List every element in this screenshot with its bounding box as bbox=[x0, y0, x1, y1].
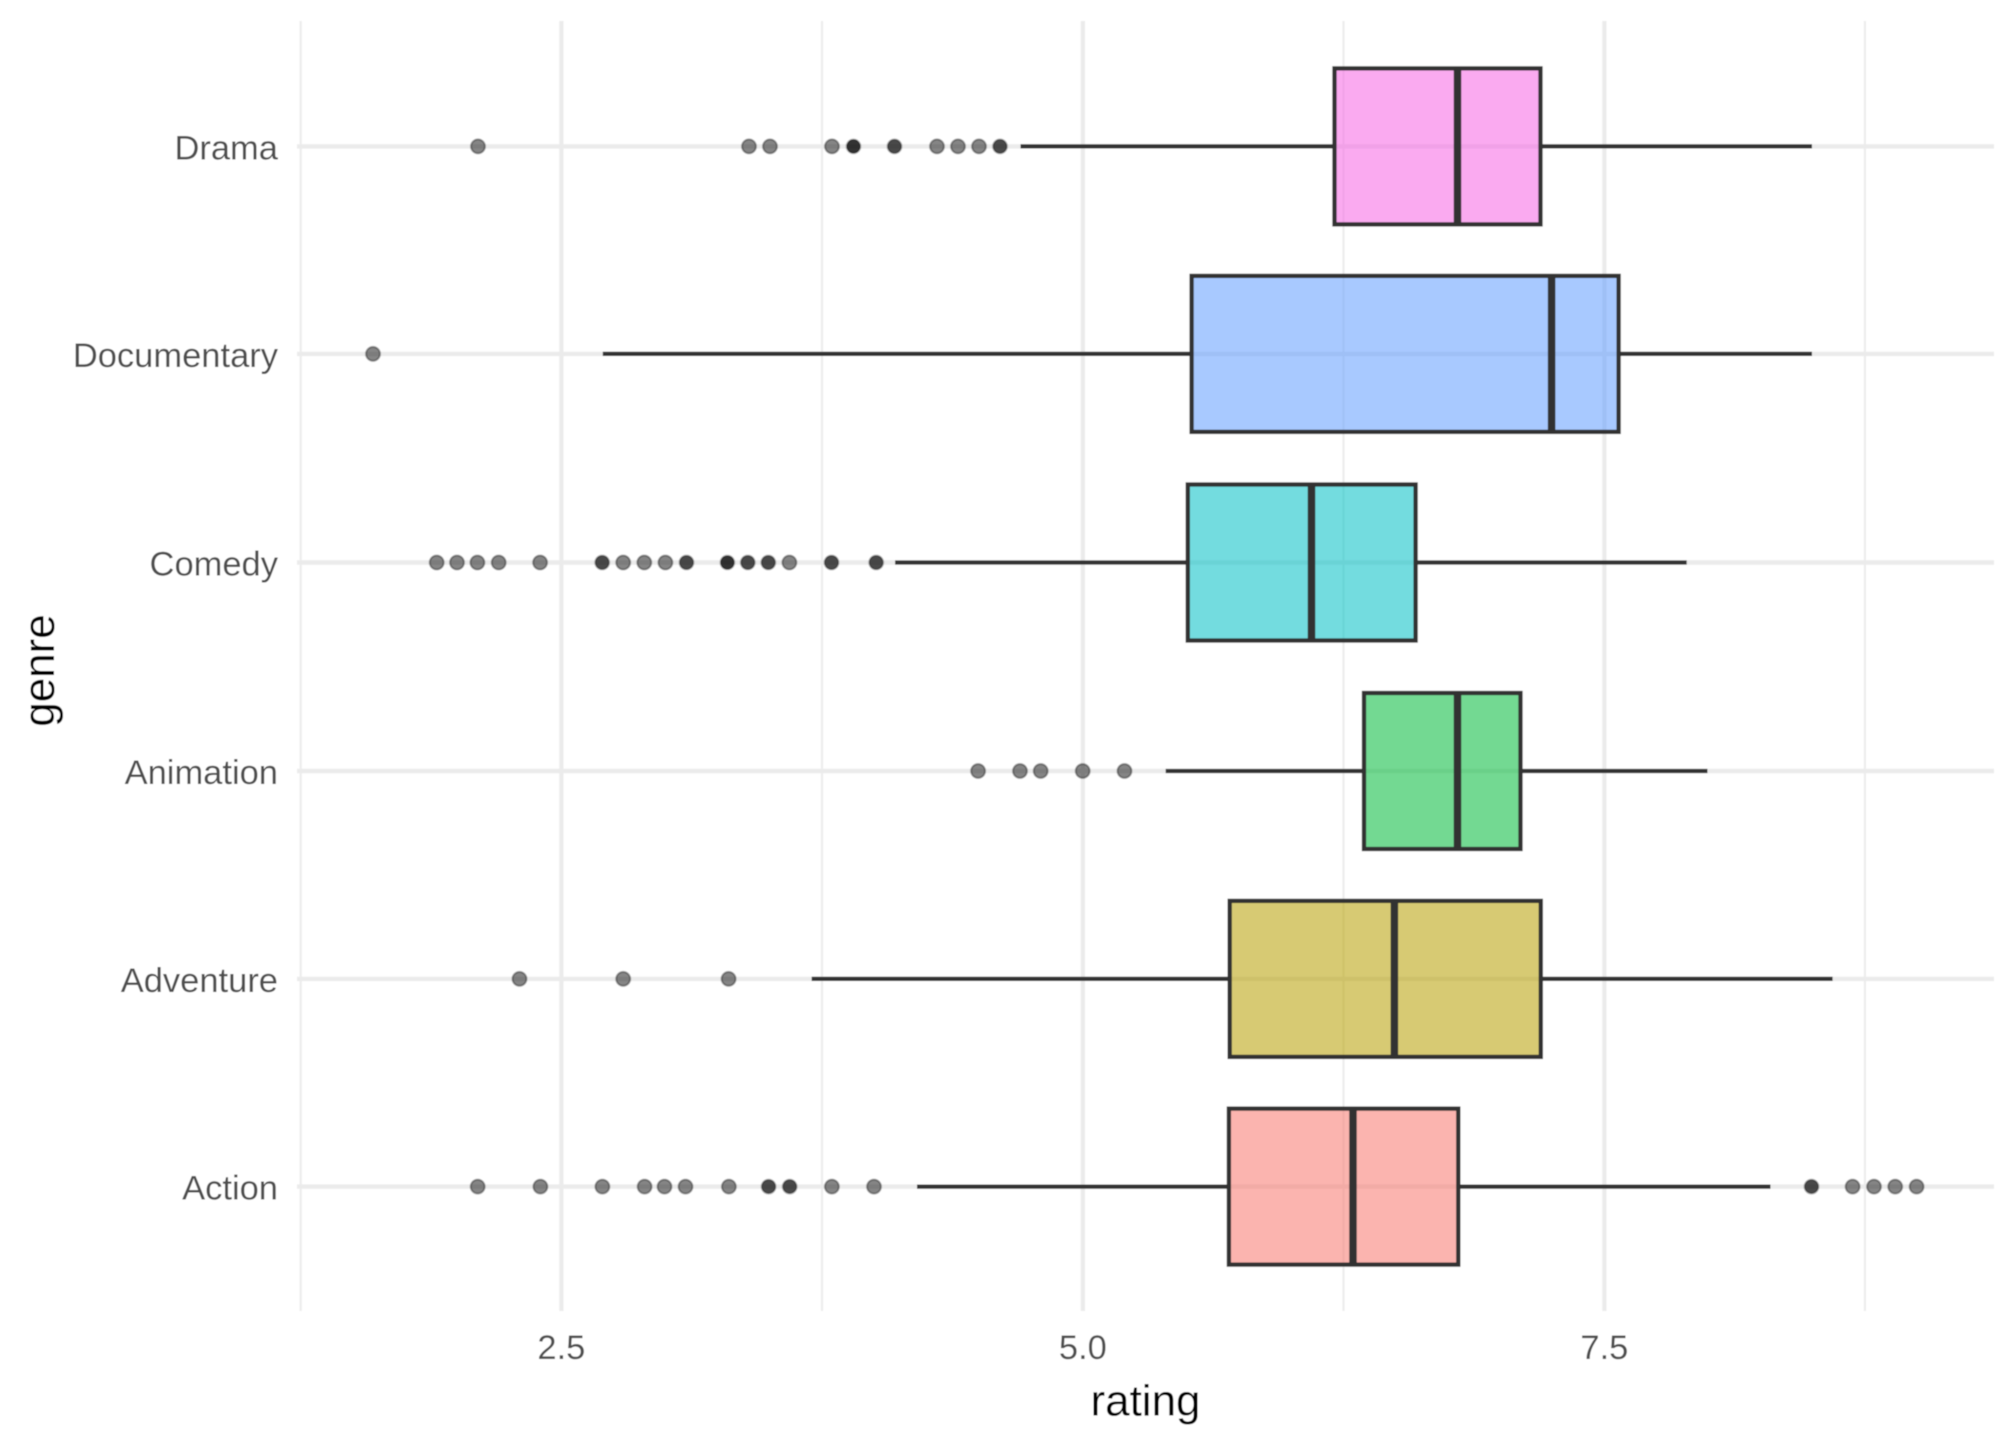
svg-text:Adventure: Adventure bbox=[121, 962, 278, 1000]
svg-text:Animation: Animation bbox=[125, 754, 278, 792]
svg-text:Action: Action bbox=[182, 1170, 278, 1208]
svg-text:rating: rating bbox=[1090, 1377, 1200, 1426]
svg-text:Documentary: Documentary bbox=[73, 337, 279, 375]
svg-text:Comedy: Comedy bbox=[150, 546, 279, 584]
svg-text:genre: genre bbox=[15, 614, 64, 727]
svg-text:2.5: 2.5 bbox=[537, 1329, 585, 1367]
svg-text:5.0: 5.0 bbox=[1059, 1329, 1107, 1367]
svg-text:7.5: 7.5 bbox=[1580, 1329, 1628, 1367]
svg-text:Drama: Drama bbox=[174, 129, 278, 167]
